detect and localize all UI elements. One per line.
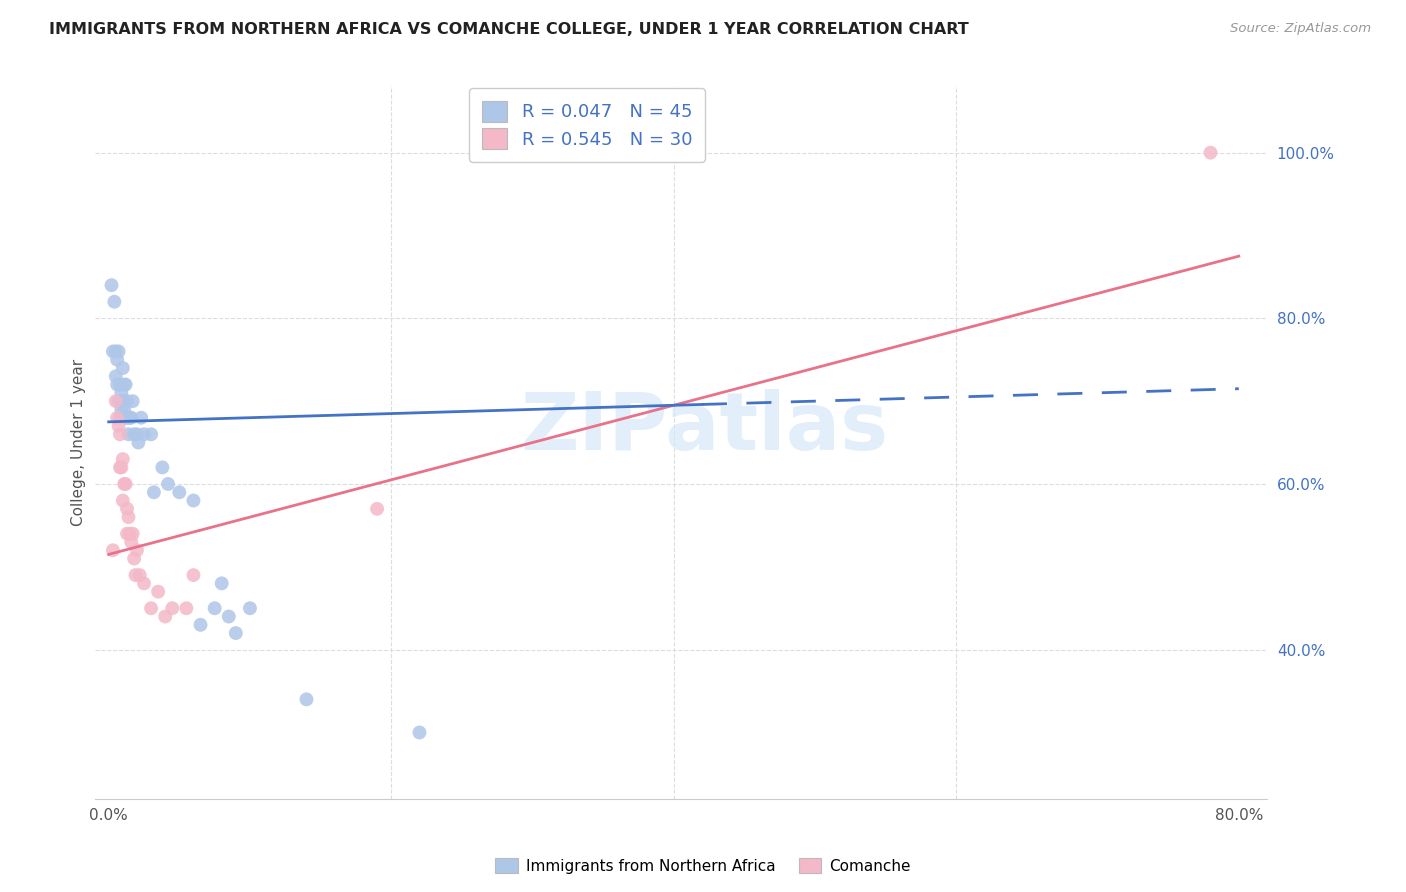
Point [129,410,152,425]
Point [183,493,205,508]
Point [1199,145,1222,160]
Text: IMMIGRANTS FROM NORTHERN AFRICA VS COMANCHE COLLEGE, UNDER 1 YEAR CORRELATION CH: IMMIGRANTS FROM NORTHERN AFRICA VS COMAN… [49,22,969,37]
Point [107,419,129,434]
Point [112,377,135,392]
Point [408,725,430,739]
Point [101,344,124,359]
Point [139,601,162,615]
Point [122,427,145,442]
Point [153,609,176,624]
Point [121,394,143,409]
Point [104,344,127,359]
Point [111,361,134,376]
Point [120,535,142,549]
Point [111,452,134,467]
Point [183,568,205,582]
Point [118,410,141,425]
Point [127,435,149,450]
Point [204,601,226,615]
Point [117,410,139,425]
Point [120,410,142,425]
Point [118,526,141,541]
Point [132,576,155,591]
Point [107,344,129,359]
Point [105,410,128,425]
Point [108,427,131,442]
Legend: R = 0.047   N = 45, R = 0.545   N = 30: R = 0.047 N = 45, R = 0.545 N = 30 [470,88,704,161]
Point [104,369,127,384]
Point [142,485,165,500]
Point [239,601,262,615]
Text: ZIPatlas: ZIPatlas [520,389,889,467]
Point [112,402,135,417]
Point [125,543,148,558]
Point [105,352,128,367]
Point [103,294,125,309]
Point [157,477,180,491]
Point [104,394,127,409]
Point [115,410,138,425]
Point [115,501,138,516]
Point [111,493,134,508]
Y-axis label: College, Under 1 year: College, Under 1 year [72,359,86,526]
Point [176,601,198,615]
Point [225,626,247,640]
Point [110,460,132,475]
Point [132,427,155,442]
Point [211,576,233,591]
Point [114,410,136,425]
Point [101,543,124,558]
Point [146,584,169,599]
Point [190,617,212,632]
Point [100,278,122,293]
Point [124,568,146,582]
Point [111,394,134,409]
Point [112,477,135,491]
Point [162,601,184,615]
Point [108,377,131,392]
Point [169,485,191,500]
Point [115,394,138,409]
Point [108,460,131,475]
Point [105,377,128,392]
Text: Source: ZipAtlas.com: Source: ZipAtlas.com [1230,22,1371,36]
Point [110,385,132,400]
Point [114,377,136,392]
Legend: Immigrants from Northern Africa, Comanche: Immigrants from Northern Africa, Comanch… [489,852,917,880]
Point [115,526,138,541]
Point [150,460,173,475]
Point [366,501,388,516]
Point [114,477,136,491]
Point [108,410,131,425]
Point [122,551,145,566]
Point [110,402,132,417]
Point [128,568,150,582]
Point [139,427,162,442]
Point [125,427,148,442]
Point [218,609,240,624]
Point [295,692,318,706]
Point [107,394,129,409]
Point [117,427,139,442]
Point [117,510,139,524]
Point [121,526,143,541]
